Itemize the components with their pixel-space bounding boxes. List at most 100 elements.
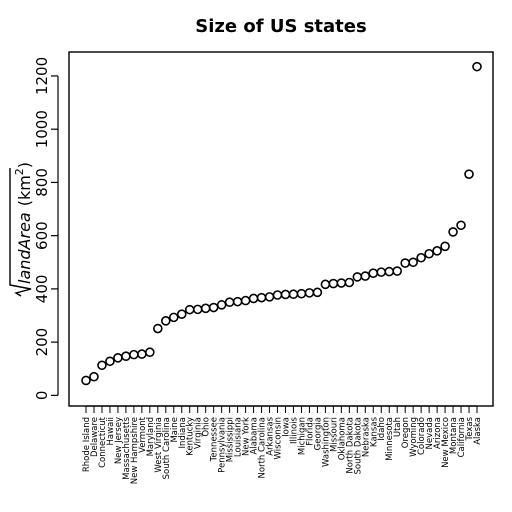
data-point <box>392 266 403 276</box>
x-tick-label: Arkansas <box>266 416 276 455</box>
y-tick-label: 600 <box>33 221 51 250</box>
data-point <box>113 353 123 363</box>
data-point <box>424 248 434 259</box>
data-point <box>153 323 163 334</box>
x-tick-label: Texas <box>465 416 475 441</box>
data-point <box>416 252 426 263</box>
data-point <box>129 349 139 360</box>
x-axis: Rhode IslandDelawareConnecticutHawaiiNew… <box>82 405 483 484</box>
svg-text:landArea(km2): landArea (km2) <box>13 162 34 284</box>
x-tick-label: Hawaii <box>106 417 116 445</box>
x-tick-label: Virginia <box>194 417 204 449</box>
x-tick-label: New Mexico <box>441 417 451 468</box>
data-point <box>336 278 347 288</box>
x-tick-label: Kentucky <box>186 417 196 456</box>
data-point <box>240 295 251 306</box>
data-point <box>145 347 155 358</box>
y-axis-variable: landArea <box>15 212 34 284</box>
data-point <box>320 279 331 290</box>
x-tick-label: West Virginia <box>154 417 164 473</box>
data-point <box>208 302 219 313</box>
plot-frame <box>68 51 494 407</box>
data-point <box>105 356 115 367</box>
x-tick-label: Michigan <box>297 417 307 455</box>
data-point <box>200 303 211 314</box>
data-point <box>280 289 291 300</box>
data-point <box>272 290 283 300</box>
x-tick-label: New Jersey <box>114 417 124 464</box>
data-point <box>168 312 179 323</box>
x-tick-label: Connecticut <box>98 416 108 468</box>
data-point <box>288 289 299 300</box>
data-point <box>400 258 410 268</box>
data-point <box>440 241 450 252</box>
y-tick-label: 0 <box>33 391 51 401</box>
data-point <box>137 349 147 359</box>
x-tick-label: Pennsylvania <box>218 417 228 473</box>
x-tick-label: Wisconsin <box>274 417 284 459</box>
data-point <box>232 296 243 307</box>
data-point <box>352 272 363 282</box>
x-tick-label: Rhode Island <box>82 417 92 472</box>
data-point <box>304 288 315 298</box>
x-tick-label: Illinois <box>289 416 299 444</box>
data-point <box>376 267 387 277</box>
data-points <box>81 61 482 386</box>
x-tick-label: New York <box>242 417 252 456</box>
x-tick-label: Georgia <box>313 417 323 450</box>
x-tick-label: Oklahoma <box>337 417 347 460</box>
x-tick-label: Nebraska <box>361 417 371 457</box>
y-axis-unit-superscript: 2 <box>13 168 26 175</box>
data-point <box>448 227 458 237</box>
x-tick-label: Massachusetts <box>122 416 132 479</box>
x-tick-label: Wyoming <box>409 417 419 457</box>
x-tick-label: Washington <box>321 417 331 467</box>
data-point <box>176 309 187 319</box>
x-tick-label: Missouri <box>329 417 339 452</box>
data-point <box>121 351 131 362</box>
x-tick-label: Vermont <box>138 416 148 453</box>
data-point <box>224 297 235 307</box>
y-tick-label: 1000 <box>33 110 51 148</box>
data-point <box>472 61 482 72</box>
data-point <box>408 257 418 268</box>
x-tick-label: South Carolina <box>162 417 172 479</box>
data-point <box>184 304 195 315</box>
chart-title: Size of US states <box>195 16 366 37</box>
data-point <box>328 278 339 289</box>
x-tick-label: South Dakota <box>353 417 363 475</box>
x-tick-label: North Dakota <box>345 417 355 474</box>
x-tick-label: Arizona <box>433 417 443 449</box>
data-point <box>344 277 355 288</box>
x-tick-label: Mississippi <box>226 417 236 462</box>
data-point <box>456 220 466 231</box>
y-tick-label: 800 <box>33 168 51 197</box>
data-point <box>160 316 171 326</box>
x-tick-label: Louisiana <box>234 417 244 457</box>
data-point <box>368 268 379 278</box>
y-tick-label: 1200 <box>33 57 51 95</box>
y-tick-label: 400 <box>33 275 51 304</box>
x-tick-label: Maryland <box>146 417 156 456</box>
x-tick-label: North Carolina <box>258 417 268 478</box>
x-tick-label: Colorado <box>417 417 427 455</box>
x-tick-label: California <box>457 417 467 457</box>
y-axis-unit-close: ) <box>15 162 34 168</box>
x-tick-label: Minnesota <box>385 417 395 461</box>
x-tick-label: Delaware <box>90 417 100 457</box>
data-point <box>216 300 227 310</box>
x-tick-label: Idaho <box>377 417 387 441</box>
data-point <box>192 304 203 315</box>
x-tick-label: Montana <box>449 417 459 454</box>
data-point <box>432 246 442 256</box>
data-point <box>248 293 259 304</box>
y-axis: 0 200 400 600 800 1000 1200 <box>33 57 59 401</box>
x-tick-label: Tennessee <box>210 417 220 462</box>
x-tick-label: Oregon <box>401 417 411 448</box>
x-tick-label: Nevada <box>425 417 435 449</box>
x-tick-label: Utah <box>393 417 403 437</box>
x-tick-label: Maine <box>170 417 180 443</box>
sqrt-symbol-icon <box>9 168 32 297</box>
x-tick-label: Alabama <box>250 417 260 454</box>
